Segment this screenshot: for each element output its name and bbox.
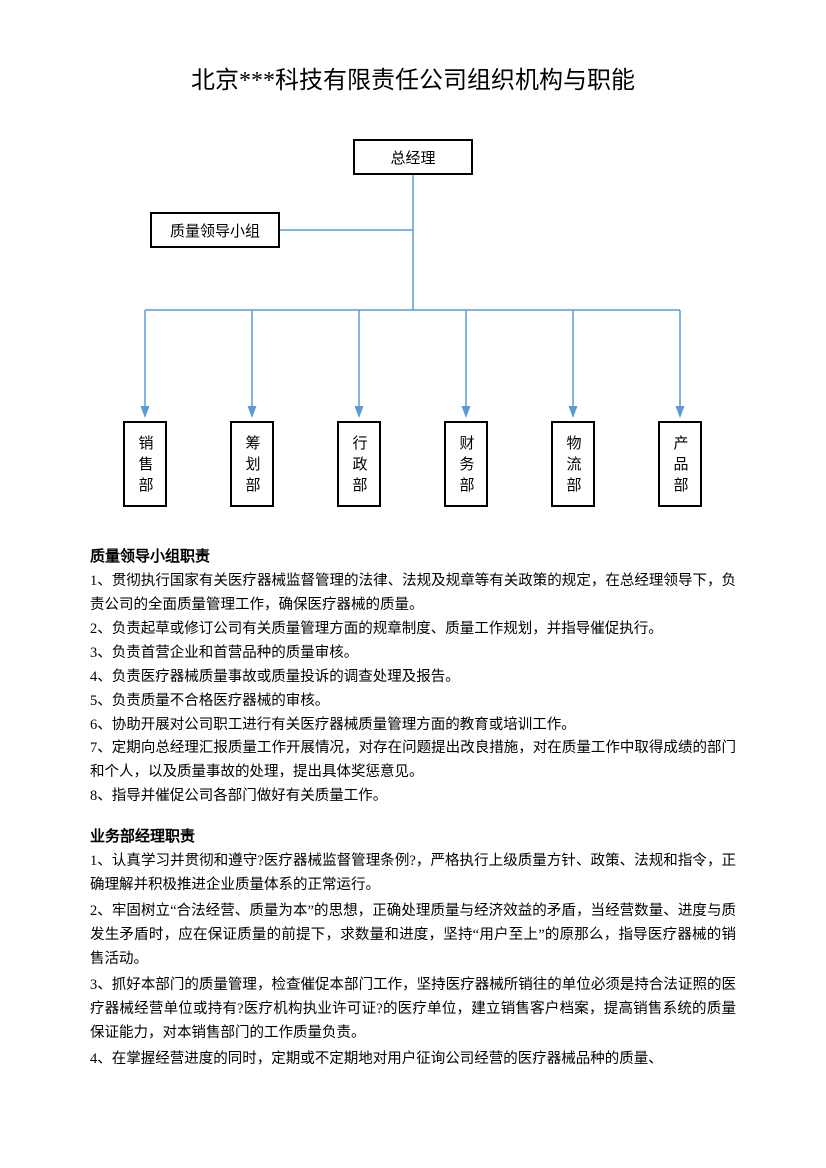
section1-heading: 质量领导小组职责 (90, 545, 736, 566)
dept-box-5: 产品部 (658, 421, 702, 507)
dept-box-3: 财务部 (444, 421, 488, 507)
section1-item: 4、负责医疗器械质量事故或质量投诉的调查处理及报告。 (90, 666, 736, 690)
dept-label: 销售部 (135, 435, 156, 498)
dept-box-0: 销售部 (123, 421, 167, 507)
section1-item: 6、协助开展对公司职工进行有关医疗器械质量管理方面的教育或培训工作。 (90, 714, 736, 738)
section1-item: 7、定期向总经理汇报质量工作开展情况，对存在问题提出改良措施，对在质量工作中取得… (90, 737, 736, 785)
org-side-label: 质量领导小组 (170, 220, 260, 241)
section1-item: 3、负责首营企业和首营品种的质量审核。 (90, 642, 736, 666)
org-chart: 总经理 质量领导小组 销售部 筹划部 行政部 财务部 物流部 产品部 (90, 135, 736, 515)
dept-box-1: 筹划部 (230, 421, 274, 507)
dept-label: 物流部 (563, 435, 584, 498)
section2-item: 4、在掌握经营进度的同时，定期或不定期地对用户征询公司经营的医疗器械品种的质量、 (90, 1048, 736, 1072)
dept-box-4: 物流部 (551, 421, 595, 507)
section2-item: 2、牢固树立“合法经营、质量为本”的思想，正确处理质量与经济效益的矛盾，当经营数… (90, 900, 736, 972)
page-title: 北京***科技有限责任公司组织机构与职能 (90, 60, 736, 95)
dept-label: 财务部 (456, 435, 477, 498)
dept-label: 行政部 (349, 435, 370, 498)
dept-label: 产品部 (670, 435, 691, 498)
org-top-label: 总经理 (390, 147, 435, 168)
section2-heading: 业务部经理职责 (90, 825, 736, 846)
dept-label: 筹划部 (242, 435, 263, 498)
org-top-box: 总经理 (353, 139, 473, 175)
section1-item: 1、贯彻执行国家有关医疗器械监督管理的法律、法规及规章等有关政策的规定，在总经理… (90, 570, 736, 618)
chart-lines (90, 135, 736, 515)
section2-item: 3、抓好本部门的质量管理，检查催促本部门工作，坚持医疗器械所销往的单位必须是持合… (90, 974, 736, 1046)
section1-item: 5、负责质量不合格医疗器械的审核。 (90, 690, 736, 714)
section2-item: 1、认真学习并贯彻和遵守?医疗器械监督管理条例?，严格执行上级质量方针、政策、法… (90, 850, 736, 898)
org-side-box: 质量领导小组 (150, 212, 280, 248)
dept-box-2: 行政部 (337, 421, 381, 507)
section1-item: 2、负责起草或修订公司有关质量管理方面的规章制度、质量工作规划，并指导催促执行。 (90, 618, 736, 642)
section1-item: 8、指导并催促公司各部门做好有关质量工作。 (90, 785, 736, 809)
